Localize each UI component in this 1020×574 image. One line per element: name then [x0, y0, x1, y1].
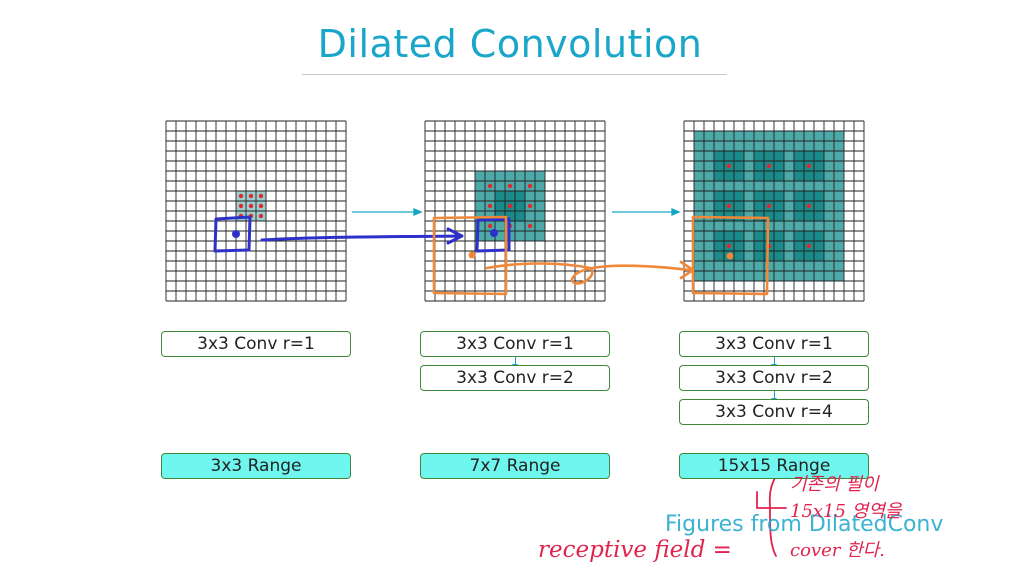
range-box-p2: 7x7 Range	[420, 453, 610, 479]
range-box-p1: 3x3 Range	[161, 453, 351, 479]
kernel-dot	[766, 203, 772, 209]
blue-marker-dot-1	[232, 230, 240, 238]
kernel-dot	[248, 193, 254, 199]
note-receptive-field: receptive field =	[538, 537, 732, 563]
conv-box-p2-1: 3x3 Conv r=1	[420, 331, 610, 357]
blue-marker-dot-2	[490, 229, 498, 237]
range-box-p3: 15x15 Range	[679, 453, 869, 479]
note-line-1: 기존의 필이	[790, 474, 879, 495]
blue-marker-box-2	[475, 217, 511, 253]
kernel-dot	[726, 203, 732, 209]
kernel-dot	[806, 163, 812, 169]
kernel-dot	[238, 203, 244, 209]
kernel-dot	[487, 203, 493, 209]
kernel-dot	[248, 203, 254, 209]
connector-p3-a	[771, 357, 777, 368]
kernel-dot	[766, 163, 772, 169]
kernel-dot	[507, 183, 513, 189]
blue-marker-box-1	[213, 215, 252, 253]
orange-marker-dot-2	[726, 252, 734, 260]
conv-box-p3-2: 3x3 Conv r=2	[679, 365, 869, 391]
kernel-dot	[258, 203, 264, 209]
flow-arrow-2	[612, 208, 681, 216]
page-title: Dilated Convolution	[317, 22, 703, 66]
kernel-dot	[726, 243, 732, 249]
kernel-dot	[238, 193, 244, 199]
note-bracket	[768, 475, 777, 557]
kernel-dot	[258, 213, 264, 219]
kernel-dot	[806, 243, 812, 249]
conv-box-p2-2: 3x3 Conv r=2	[420, 365, 610, 391]
blue-arrow-line	[260, 234, 460, 242]
conv-box-p3-1: 3x3 Conv r=1	[679, 331, 869, 357]
kernel-dot	[487, 183, 493, 189]
connector-p2	[512, 357, 518, 368]
grid-lines	[165, 120, 347, 302]
orange-marker-box-1	[432, 215, 508, 296]
title-divider	[302, 74, 727, 75]
kernel-dot	[258, 193, 264, 199]
note-arrow	[756, 491, 787, 509]
figure-caption: Figures from DilatedConv	[665, 512, 944, 537]
orange-marker-box-2	[691, 215, 770, 296]
kernel-dot	[527, 203, 533, 209]
connector-p3-b	[771, 391, 777, 402]
flow-arrow-1	[352, 208, 423, 216]
kernel-dot	[806, 203, 812, 209]
conv-box-p1-1: 3x3 Conv r=1	[161, 331, 351, 357]
grid-lines	[683, 120, 865, 302]
kernel-dot	[527, 223, 533, 229]
grid-panel-1	[165, 120, 347, 302]
kernel-dot	[726, 163, 732, 169]
kernel-dot	[527, 183, 533, 189]
grid-lines	[424, 120, 606, 302]
orange-arrow-line	[485, 262, 692, 285]
kernel-dot	[507, 203, 513, 209]
note-line-2: 15x15 영역을	[790, 501, 902, 522]
conv-box-p3-3: 3x3 Conv r=4	[679, 399, 869, 425]
blue-arrow-head	[446, 227, 464, 245]
grid-panel-3	[683, 120, 865, 302]
kernel-dot	[487, 223, 493, 229]
orange-marker-dot-1	[468, 251, 476, 259]
note-line-3: cover 한다.	[790, 540, 885, 561]
